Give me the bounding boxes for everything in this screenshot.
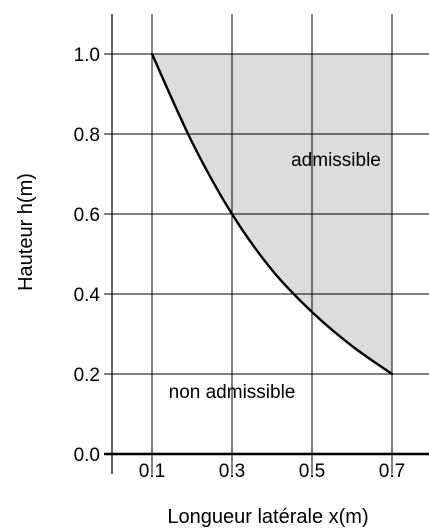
axes (104, 14, 429, 474)
boundary-curve-layer (150, 52, 394, 376)
annotations: admissible non admissible (169, 150, 381, 403)
tick-labels: 0.1 0.3 0.5 0.7 0.0 0.2 0.4 0.6 0.8 1.0 (74, 45, 406, 482)
region-label: non admissible (169, 382, 296, 403)
x-tick-label: 0.7 (379, 461, 405, 482)
y-tick-label: 0.0 (74, 445, 100, 466)
y-tick-label: 0.4 (74, 285, 101, 306)
x-tick-label: 0.1 (139, 461, 165, 482)
grid (104, 14, 429, 474)
region-label: admissible (291, 150, 381, 171)
y-axis-title: Hauteur h(m) (15, 173, 37, 291)
y-tick-label: 0.6 (74, 205, 100, 226)
x-tick-label: 0.5 (299, 461, 325, 482)
y-tick-label: 0.8 (74, 125, 100, 146)
y-tick-label: 1.0 (74, 45, 100, 66)
y-tick-label: 0.2 (74, 365, 100, 386)
x-axis-title: Longueur latérale x(m) (167, 506, 368, 528)
boundary-curve (150, 52, 394, 376)
x-tick-label: 0.3 (219, 461, 245, 482)
